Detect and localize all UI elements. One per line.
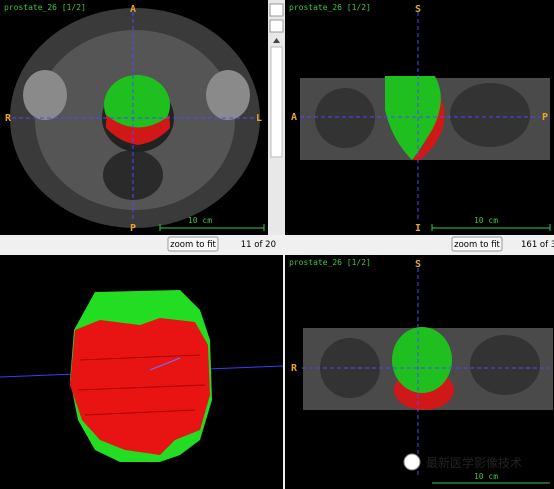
icon-button[interactable] [269,3,284,17]
coronal-view: prostate_26 [1/2] S R 10 cm [285,255,554,489]
surface-red [70,318,210,455]
orientation: I [415,223,421,234]
slice-indicator: 161 of 32 [521,240,554,250]
segmentation-red [106,115,170,145]
surface-shading [77,354,206,416]
orientation: R [5,113,12,124]
orientation: A [130,4,136,15]
anatomy [206,70,250,120]
orientation: S [415,4,421,15]
watermark-text: 最新医学影像技术 [426,455,522,470]
3d-view [0,255,284,489]
title: prostate_26 [1/2] [4,3,86,12]
scale-label: 10 cm [188,216,212,225]
segmentation-green [385,76,441,160]
anatomy [470,335,540,395]
zoom-button[interactable] [451,236,503,252]
anatomy [320,338,380,398]
watermark-icon [403,453,421,471]
scale-label: 10 cm [474,216,498,225]
anatomy [23,70,67,120]
title: prostate_26 [1/2] [289,258,371,267]
zoom-button-label[interactable]: zoom to fit [454,240,500,250]
orientation: P [130,223,136,234]
title: prostate_26 [1/2] [289,3,371,12]
anatomy [450,83,530,147]
scale-label: 10 cm [474,472,498,481]
sagittal-view: prostate_26 [1/2] S A P I 10 cm [285,0,554,235]
orientation: R [291,363,298,374]
anatomy [315,88,375,148]
orientation: P [542,112,548,123]
watermark: 最新医学影像技术 [403,453,522,471]
scrollbar [268,0,285,235]
segmentation-green [392,327,452,393]
orientation: A [291,112,297,123]
axial-view: prostate_26 [1/2] A R L P 10 cm [0,0,268,235]
icon-button[interactable] [269,19,284,33]
orientation: L [256,113,262,124]
axis-line [149,357,181,371]
scroll-up[interactable] [273,38,280,43]
toolbar-bg [0,235,554,254]
segmentation-green [104,75,170,135]
orientation: S [415,259,421,270]
zoom-button-label[interactable]: zoom to fit [170,240,216,250]
zoom-button[interactable] [167,236,219,252]
slice-indicator: 11 of 20 [241,240,276,250]
toolbar: zoom to fit 11 of 20 zoom to fit 161 of … [0,235,554,254]
scroll-thumb[interactable] [270,46,283,158]
